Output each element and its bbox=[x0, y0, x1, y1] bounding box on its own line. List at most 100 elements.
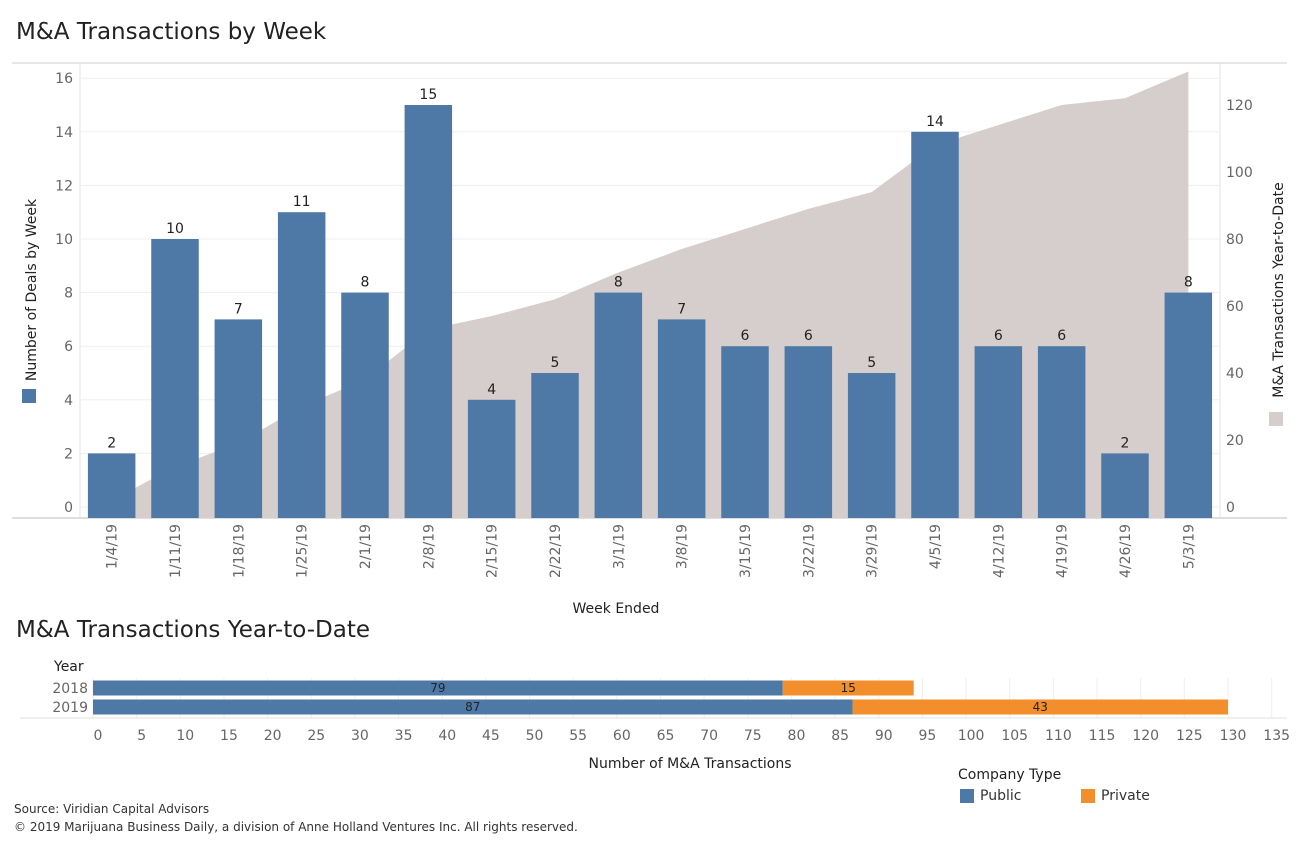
bar bbox=[974, 346, 1023, 518]
bar-data-label: 8 bbox=[361, 275, 370, 291]
segment-data-label: 87 bbox=[465, 700, 480, 714]
bar bbox=[214, 319, 263, 518]
legend-title: Company Type bbox=[958, 767, 1062, 783]
x-tick-label: 3/29/19 bbox=[865, 524, 881, 578]
x-tick-label: 3/22/19 bbox=[801, 524, 817, 578]
y-tick-label: 2 bbox=[64, 446, 73, 462]
bar-data-label: 14 bbox=[926, 114, 944, 130]
private-segment bbox=[782, 680, 914, 696]
x-tick-label: 3/15/19 bbox=[738, 524, 754, 578]
x-tick-label: 100 bbox=[958, 728, 985, 744]
y-tick-label: 0 bbox=[64, 500, 73, 516]
x-tick-label: 2/8/19 bbox=[421, 524, 437, 569]
bar-data-label: 6 bbox=[1057, 328, 1066, 344]
bar-data-label: 2 bbox=[107, 435, 116, 451]
y-tick-label: 16 bbox=[55, 71, 73, 87]
x-tick-label: 15 bbox=[220, 728, 238, 744]
y-tick-label: 14 bbox=[55, 125, 73, 141]
bar bbox=[911, 131, 959, 519]
bar-data-label: 4 bbox=[487, 382, 496, 398]
y-tick-label: 4 bbox=[64, 393, 73, 409]
public-segment bbox=[93, 680, 783, 696]
bar bbox=[657, 319, 706, 518]
x-tick-label: 25 bbox=[307, 728, 325, 744]
y-tick-label: 8 bbox=[64, 286, 73, 302]
y2-tick-label: 40 bbox=[1226, 366, 1244, 382]
y-axis-title: Number of Deals by Week bbox=[24, 198, 40, 381]
bar bbox=[1037, 346, 1086, 518]
private-swatch-icon bbox=[1081, 789, 1095, 803]
y2-axis-legend-swatch bbox=[1269, 412, 1283, 426]
bar bbox=[151, 239, 199, 518]
public-swatch-icon bbox=[960, 789, 974, 803]
y-tick-label: 10 bbox=[55, 232, 73, 248]
x-tick-label: 2/1/19 bbox=[358, 524, 374, 569]
legend-private-label: Private bbox=[1101, 788, 1150, 804]
segment-data-label: 15 bbox=[841, 681, 856, 695]
x-tick-label: 115 bbox=[1089, 728, 1116, 744]
x-tick-label: 55 bbox=[569, 728, 587, 744]
x-tick-label: 1/25/19 bbox=[295, 524, 311, 578]
x-tick-label: 4/12/19 bbox=[991, 524, 1007, 578]
x-tick-label: 130 bbox=[1220, 728, 1247, 744]
x-tick-label: 30 bbox=[351, 728, 369, 744]
y2-tick-label: 120 bbox=[1226, 98, 1253, 114]
bar-data-label: 6 bbox=[994, 328, 1003, 344]
private-segment bbox=[852, 699, 1228, 715]
y2-tick-label: 60 bbox=[1226, 299, 1244, 315]
y-tick-label: 6 bbox=[64, 339, 73, 355]
segment-data-label: 43 bbox=[1033, 700, 1048, 714]
legend-item-private[interactable]: Private bbox=[1081, 788, 1150, 804]
bar-data-label: 6 bbox=[741, 328, 750, 344]
bar bbox=[87, 453, 136, 518]
x-tick-label: 45 bbox=[482, 728, 500, 744]
bar-data-label: 5 bbox=[551, 355, 560, 371]
x-tick-label: 110 bbox=[1045, 728, 1072, 744]
bar bbox=[1164, 292, 1213, 518]
copyright-note: © 2019 Marijuana Business Daily, a divis… bbox=[14, 820, 578, 834]
legend-item-public[interactable]: Public bbox=[960, 788, 1021, 804]
bar bbox=[531, 373, 579, 518]
x-tick-label: 95 bbox=[919, 728, 937, 744]
bar bbox=[784, 346, 833, 518]
x-tick-label: 120 bbox=[1132, 728, 1159, 744]
x-tick-label: 65 bbox=[657, 728, 675, 744]
bar-data-label: 5 bbox=[867, 355, 876, 371]
bar bbox=[277, 212, 326, 518]
bar-data-label: 2 bbox=[1121, 435, 1130, 451]
bar-data-label: 6 bbox=[804, 328, 813, 344]
x-tick-label: 2/15/19 bbox=[485, 524, 501, 578]
x-tick-label: 4/19/19 bbox=[1055, 524, 1071, 578]
x-tick-label: 90 bbox=[875, 728, 893, 744]
x-axis-title: Number of M&A Transactions bbox=[588, 756, 791, 772]
bar-data-label: 11 bbox=[293, 194, 311, 210]
x-tick-label: 3/8/19 bbox=[675, 524, 691, 569]
bar bbox=[467, 399, 516, 518]
x-tick-label: 50 bbox=[526, 728, 544, 744]
bar bbox=[404, 105, 453, 518]
weekly-chart-title: M&A Transactions by Week bbox=[16, 19, 327, 45]
x-tick-label: 70 bbox=[700, 728, 718, 744]
x-tick-label: 2/22/19 bbox=[548, 524, 564, 578]
y2-axis-title: M&A Transactions Year-to-Date bbox=[1271, 182, 1287, 397]
x-tick-label: 35 bbox=[395, 728, 413, 744]
x-tick-label: 40 bbox=[438, 728, 456, 744]
weekly-chart: 0 2 4 6 8 10 12 14 16 0 20 40 60 80 100 120 2 1/4/19 10 1/1… bbox=[12, 62, 1287, 617]
year-header: Year bbox=[53, 659, 84, 675]
ytd-chart-title: M&A Transactions Year-to-Date bbox=[16, 617, 371, 643]
y2-tick-label: 100 bbox=[1226, 165, 1253, 181]
y2-tick-label: 80 bbox=[1226, 232, 1244, 248]
year-label: 2019 bbox=[52, 700, 88, 716]
x-axis-title: Week Ended bbox=[573, 601, 660, 617]
public-segment bbox=[93, 699, 853, 715]
x-tick-label: 125 bbox=[1176, 728, 1203, 744]
y2-tick-label: 20 bbox=[1226, 433, 1244, 449]
year-label: 2018 bbox=[52, 681, 88, 697]
x-tick-label: 3/1/19 bbox=[611, 524, 627, 569]
x-tick-label: 20 bbox=[264, 728, 282, 744]
x-tick-label: 105 bbox=[1001, 728, 1028, 744]
bar bbox=[721, 346, 769, 518]
x-tick-label: 5/3/19 bbox=[1181, 524, 1197, 569]
bar-data-label: 10 bbox=[166, 221, 184, 237]
